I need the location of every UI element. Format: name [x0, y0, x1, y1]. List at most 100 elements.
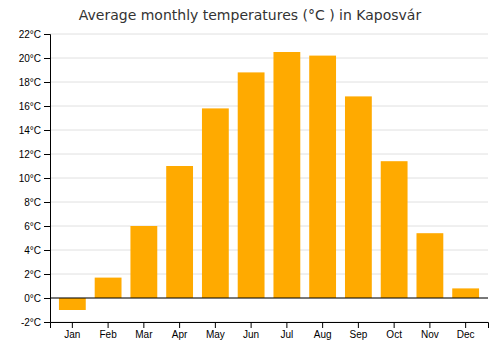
x-tick: Aug [314, 322, 332, 340]
y-tick-label: 10°C [19, 173, 41, 184]
chart: Average monthly temperatures (°C ) in Ka… [0, 0, 500, 350]
x-tick-mark [465, 322, 466, 328]
y-tick-mark [44, 154, 50, 155]
x-tick-mark [143, 322, 144, 328]
x-tick-mark [358, 322, 359, 328]
y-tick: 16°C [19, 101, 50, 112]
y-tick-label: 14°C [19, 125, 41, 136]
grid-line [50, 58, 488, 59]
y-tick-label: 20°C [19, 53, 41, 64]
y-tick: 0°C [24, 293, 50, 304]
x-axis: Jan Feb Mar Apr May Jun Jul Aug Sep Oct Nov Dec [51, 322, 489, 340]
bar [452, 288, 479, 298]
bar [238, 72, 265, 298]
y-tick-mark [44, 82, 50, 83]
zero-line [50, 297, 488, 298]
bar [381, 161, 408, 298]
x-tick: Mar [135, 322, 153, 340]
y-tick-mark [44, 58, 50, 59]
x-tick-label: Mar [135, 329, 153, 340]
x-tick: Jul [280, 322, 293, 340]
y-tick-mark [44, 34, 50, 35]
y-tick-mark [44, 106, 50, 107]
x-tick-mark [394, 322, 395, 328]
x-tick-mark [215, 322, 216, 328]
bar [202, 108, 229, 298]
bar [309, 56, 336, 298]
bar [273, 52, 300, 298]
bar [345, 96, 372, 298]
bar [95, 278, 122, 298]
x-tick-label: Nov [421, 329, 439, 340]
x-tick: Feb [99, 322, 117, 340]
x-axis-line [51, 323, 489, 329]
x-tick: May [206, 322, 225, 340]
y-tick: 8°C [24, 197, 50, 208]
x-tick: Jun [243, 322, 259, 340]
y-tick: 10°C [19, 173, 50, 184]
x-tick: Jan [64, 322, 80, 340]
grid-line [50, 154, 488, 155]
x-tick-label: Sep [349, 329, 367, 340]
y-tick: 4°C [24, 245, 50, 256]
y-tick: 6°C [24, 221, 50, 232]
x-tick-label: Jul [280, 329, 293, 340]
y-tick-mark [44, 322, 50, 323]
grid-line [50, 130, 488, 131]
x-tick-label: Apr [172, 329, 188, 340]
grid-line [50, 82, 488, 83]
y-axis-line [44, 35, 51, 323]
grid-line [50, 106, 488, 107]
x-tick-mark [251, 322, 252, 328]
y-tick: 22°C [19, 29, 50, 40]
y-tick-label: 18°C [19, 77, 41, 88]
y-tick: 14°C [19, 125, 50, 136]
x-tick-label: Aug [314, 329, 332, 340]
y-tick-mark [44, 250, 50, 251]
x-tick: Apr [172, 322, 188, 340]
y-tick: 2°C [24, 269, 50, 280]
x-tick-label: May [206, 329, 225, 340]
x-tick: Nov [421, 322, 439, 340]
y-tick: -2°C [21, 317, 50, 328]
bar [416, 233, 443, 298]
y-tick: 18°C [19, 77, 50, 88]
x-tick-mark [108, 322, 109, 328]
x-tick-mark [429, 322, 430, 328]
bar [166, 166, 193, 298]
grid [50, 34, 488, 322]
y-tick-mark [44, 274, 50, 275]
x-tick: Sep [349, 322, 367, 340]
x-tick-mark [72, 322, 73, 328]
x-tick-label: Jan [64, 329, 80, 340]
y-tick: 20°C [19, 53, 50, 64]
y-tick-mark [44, 226, 50, 227]
grid-line [50, 34, 488, 35]
x-tick-label: Jun [243, 329, 259, 340]
y-tick-label: 2°C [24, 269, 41, 280]
y-tick: 12°C [19, 149, 50, 160]
x-tick-label: Feb [99, 329, 117, 340]
y-tick-label: 0°C [24, 293, 41, 304]
x-tick: Oct [386, 322, 402, 340]
y-tick-label: 22°C [19, 29, 41, 40]
bar [59, 298, 86, 310]
y-tick-label: 8°C [24, 197, 41, 208]
grid-line [50, 298, 488, 299]
y-tick-label: 4°C [24, 245, 41, 256]
bars [59, 52, 479, 310]
grid-line [50, 178, 488, 179]
y-axis: -2°C 0°C 2°C 4°C 6°C 8°C 10°C 12°C 14°C 16°C 18°C 2… [19, 29, 51, 328]
y-tick-label: -2°C [21, 317, 41, 328]
x-tick-label: Dec [457, 329, 475, 340]
y-tick-mark [44, 202, 50, 203]
x-tick-mark [322, 322, 323, 328]
y-tick-label: 16°C [19, 101, 41, 112]
x-tick: Dec [457, 322, 475, 340]
y-tick-mark [44, 298, 50, 299]
bar [130, 226, 157, 298]
y-tick-mark [44, 178, 50, 179]
x-tick-mark [286, 322, 287, 328]
plot: -2°C 0°C 2°C 4°C 6°C 8°C 10°C 12°C 14°C 16°C 18°C 2… [19, 29, 489, 340]
y-tick-mark [44, 130, 50, 131]
